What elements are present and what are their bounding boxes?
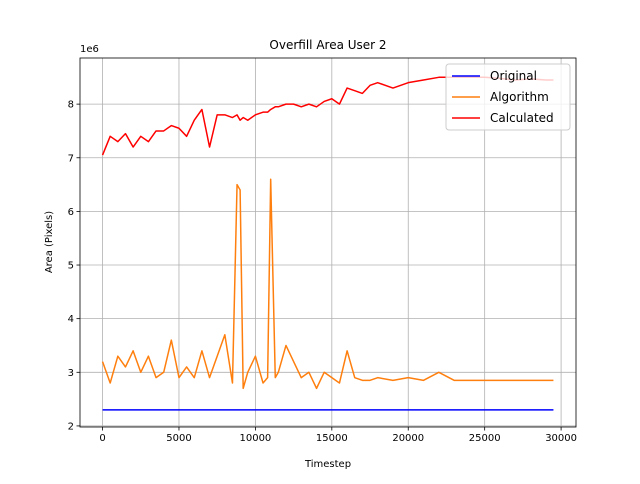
- x-axis-label: Timestep: [304, 459, 351, 470]
- axes-frame: [79, 57, 577, 428]
- x-tick-label: 10000: [239, 433, 271, 444]
- y-tick-label: 3: [68, 368, 74, 379]
- y-tick-label: 2: [68, 421, 74, 432]
- y-tick-label: 8: [68, 100, 74, 111]
- x-tick-label: 25000: [469, 433, 501, 444]
- chart-title: Overfill Area User 2: [269, 38, 386, 52]
- x-tick-label: 0: [99, 433, 105, 444]
- legend-label: Algorithm: [490, 90, 549, 104]
- y-tick-label: 4: [68, 314, 74, 325]
- y-tick-label: 5: [68, 261, 74, 272]
- legend-label: Calculated: [490, 111, 554, 125]
- x-tick-label: 20000: [392, 433, 424, 444]
- line-series: [101, 178, 554, 390]
- x-tick-label: 5000: [166, 433, 191, 444]
- y-offset-label: 1e6: [80, 44, 99, 55]
- x-tick-label: 30000: [545, 433, 577, 444]
- legend-box: [445, 63, 571, 131]
- legend-label: Original: [490, 69, 537, 83]
- y-tick-label: 6: [68, 207, 74, 218]
- y-axis-label: Area (Pixels): [44, 211, 55, 273]
- x-tick-label: 15000: [316, 433, 348, 444]
- y-tick-label: 7: [68, 153, 74, 164]
- line-series: [101, 76, 554, 156]
